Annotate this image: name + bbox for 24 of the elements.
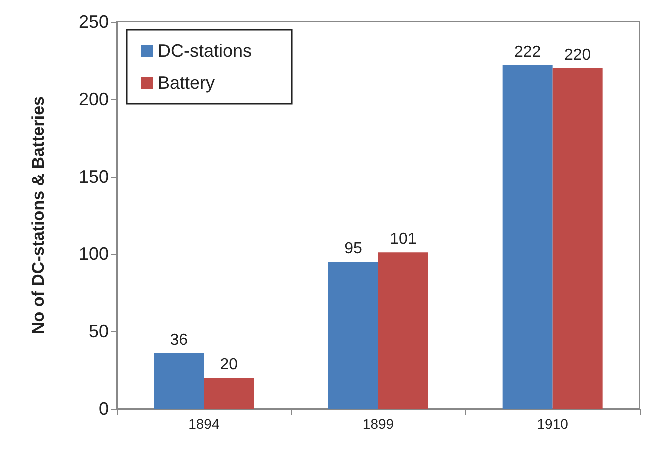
legend-label: Battery: [158, 73, 216, 93]
bar: [378, 252, 428, 409]
bar: [154, 353, 204, 409]
x-tick-label: 1910: [537, 416, 569, 432]
y-tick-label: 100: [78, 244, 109, 264]
y-axis-title: No of DC-stations & Batteries: [29, 96, 48, 335]
y-tick-label: 200: [78, 89, 109, 110]
y-tick-label: 50: [88, 322, 109, 342]
bar: [328, 262, 378, 409]
x-tick-label: 1899: [362, 416, 394, 432]
data-label: 36: [170, 332, 188, 349]
bar: [204, 378, 254, 409]
y-tick-label: 250: [78, 12, 109, 32]
data-label: 222: [514, 44, 542, 61]
data-label: 20: [220, 356, 238, 374]
data-label: 95: [344, 240, 362, 258]
legend-label: DC-stations: [158, 41, 252, 61]
y-tick-label: 0: [98, 399, 109, 419]
data-label: 101: [390, 231, 417, 248]
bar: [552, 68, 603, 409]
x-tick-label: 1894: [188, 416, 220, 432]
y-tick-label: 150: [78, 166, 109, 187]
data-label: 220: [564, 46, 592, 64]
bar: [502, 65, 553, 409]
